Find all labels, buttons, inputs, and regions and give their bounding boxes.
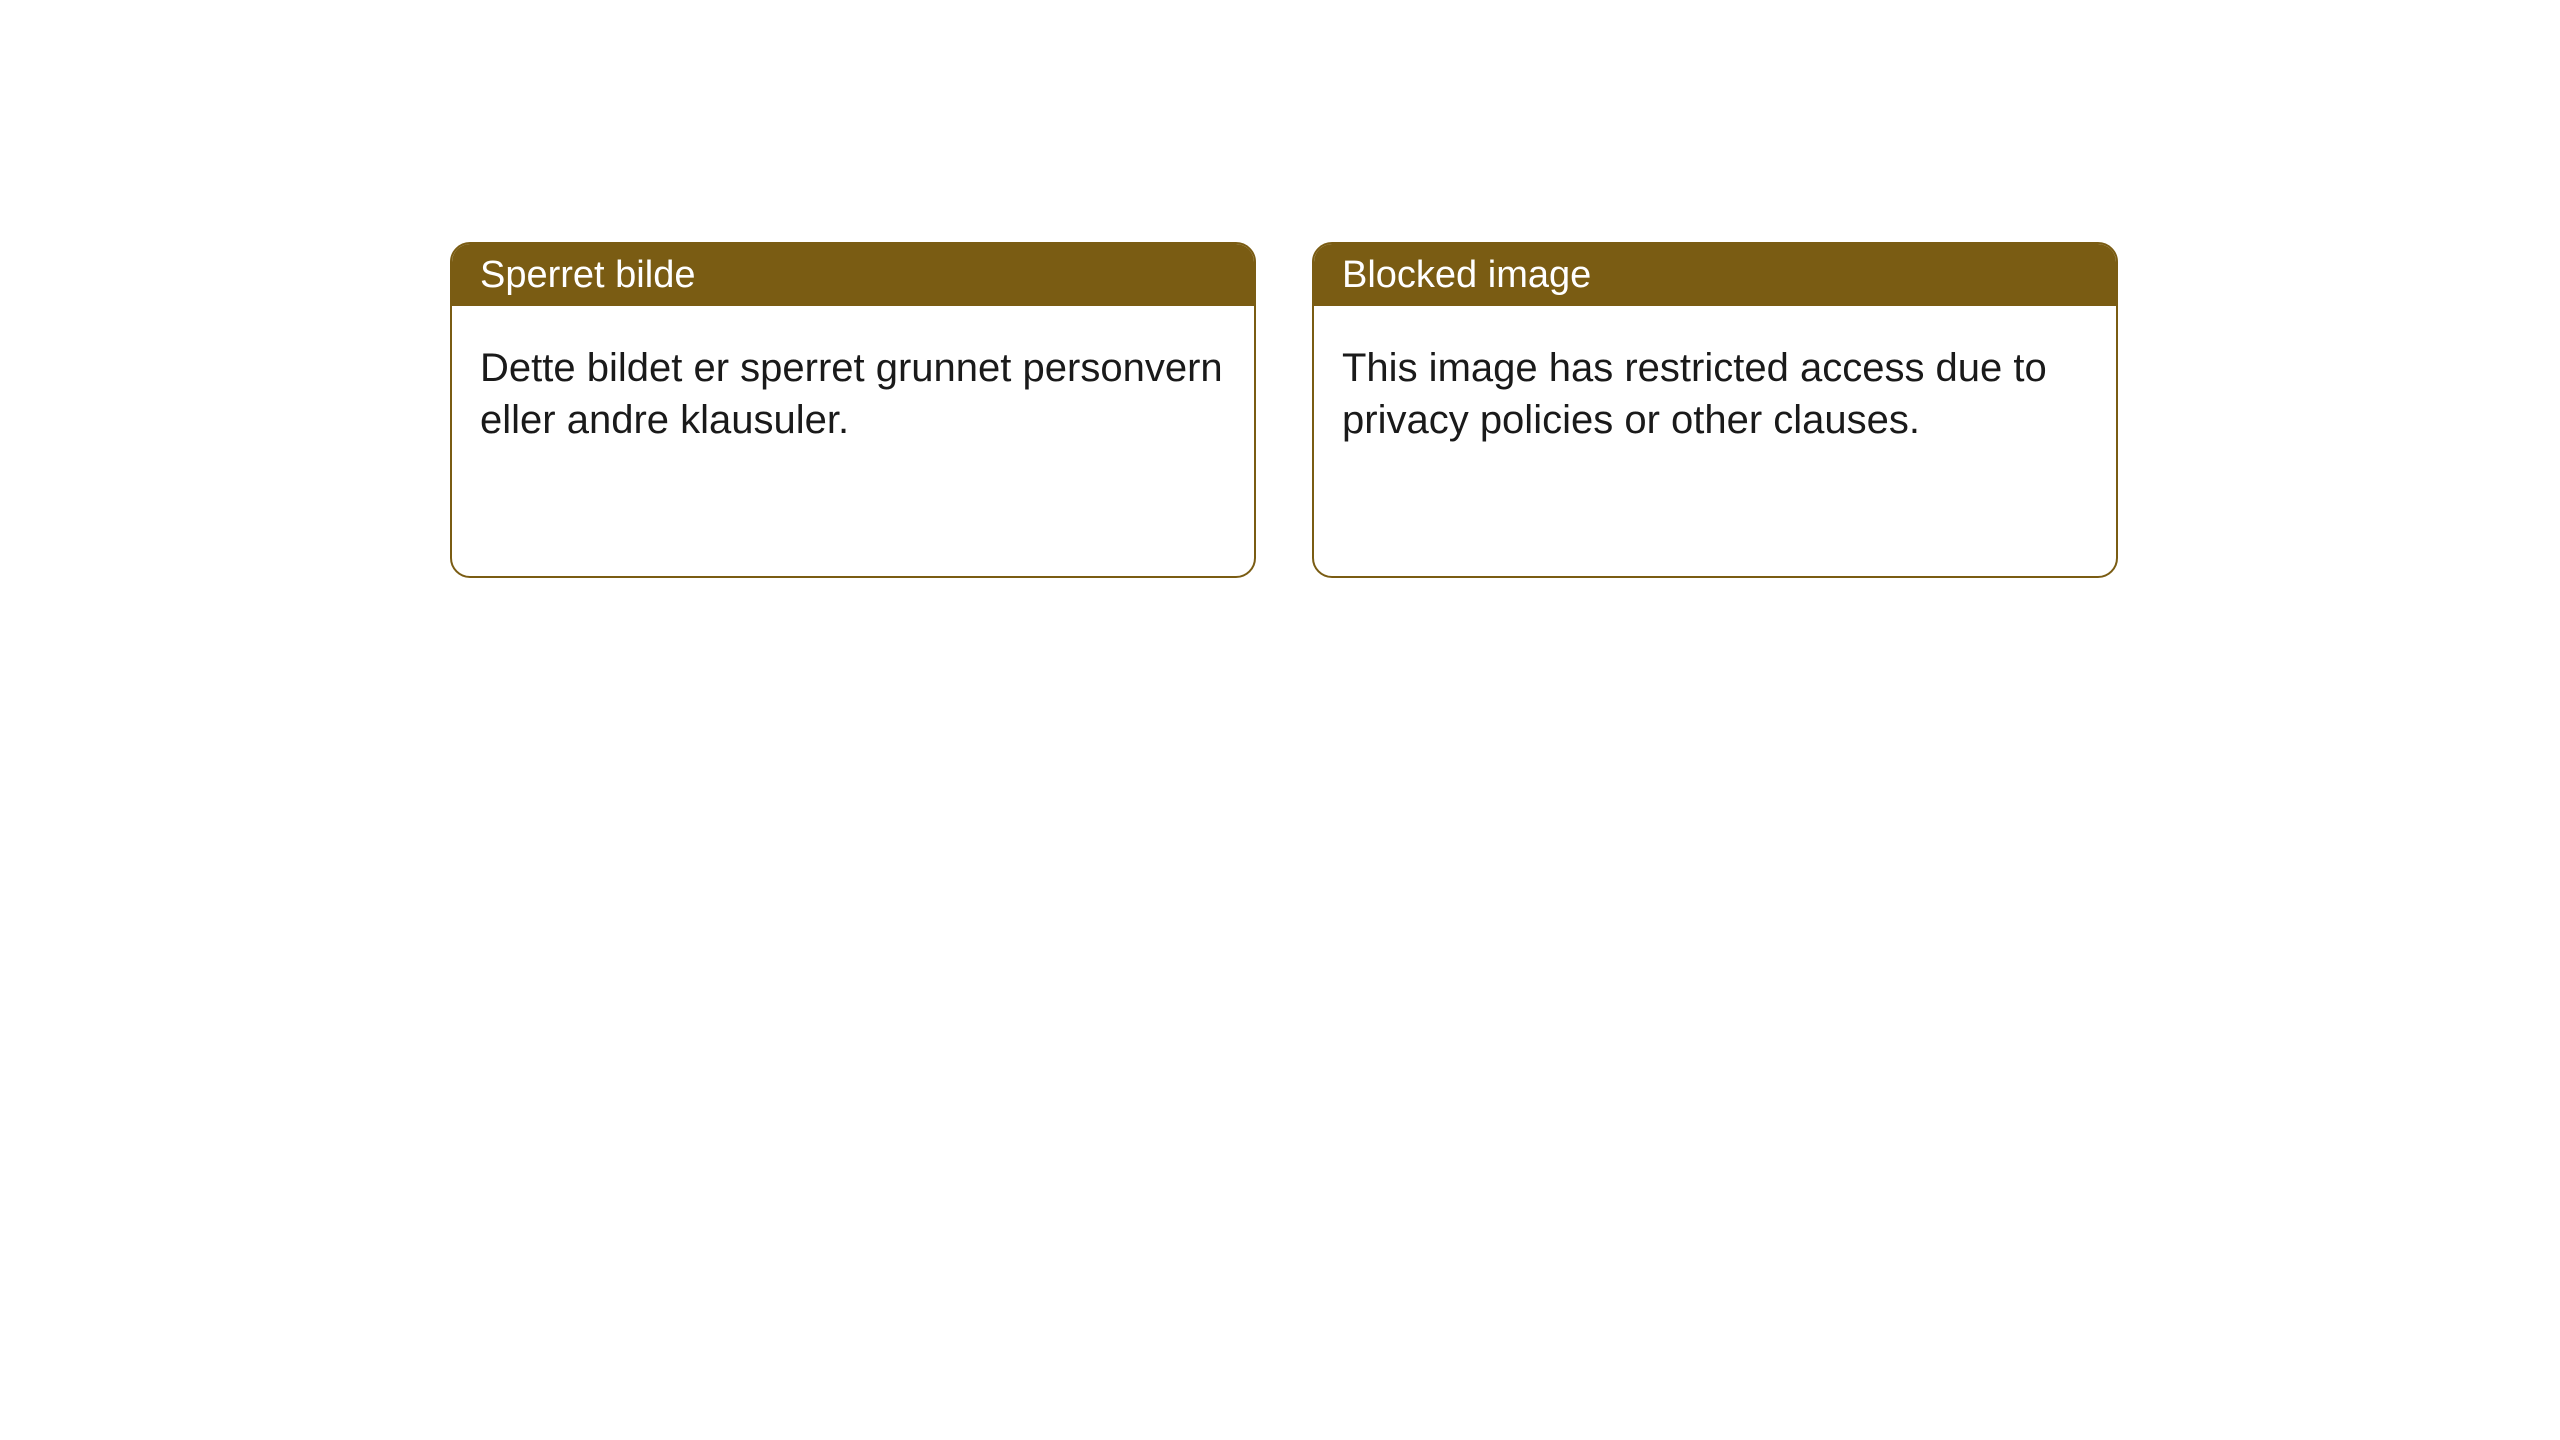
notice-card-norwegian: Sperret bilde Dette bildet er sperret gr… [450,242,1256,578]
card-header-english: Blocked image [1314,244,2116,306]
notice-container: Sperret bilde Dette bildet er sperret gr… [0,0,2560,578]
card-body-english: This image has restricted access due to … [1314,306,2116,482]
card-body-norwegian: Dette bildet er sperret grunnet personve… [452,306,1254,482]
notice-card-english: Blocked image This image has restricted … [1312,242,2118,578]
card-header-norwegian: Sperret bilde [452,244,1254,306]
